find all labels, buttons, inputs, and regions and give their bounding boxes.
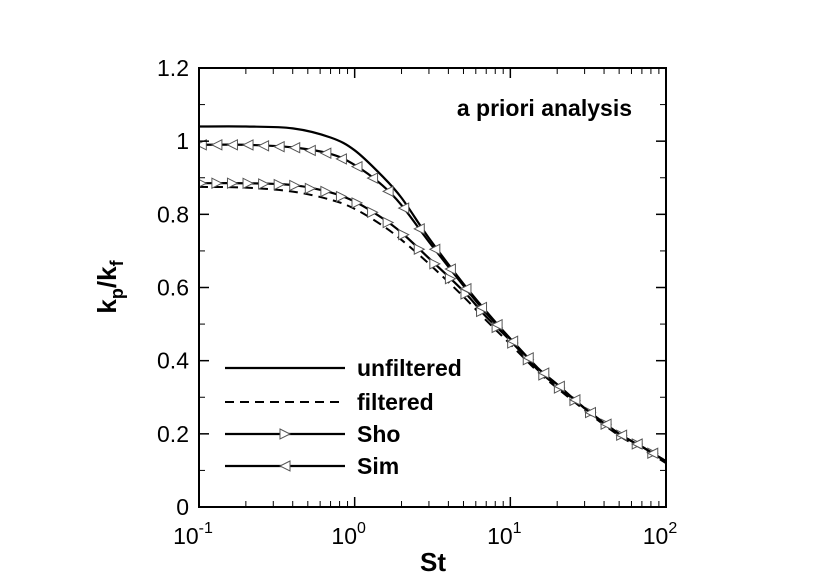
series-marker-Sho [382, 216, 395, 229]
series-marker-Sim [444, 263, 456, 275]
series-marker-Sim [631, 438, 643, 450]
series-Sim-group [199, 139, 666, 463]
labels-layer: 00.20.40.60.811.210-1 100 101 102 [157, 55, 677, 549]
y-axis-title-k1: k [92, 299, 122, 314]
series-marker-Sim [646, 447, 659, 460]
series-marker-Sho [289, 179, 301, 192]
series-marker-Sim [210, 139, 223, 151]
series-line-filtered [199, 185, 666, 464]
series-marker-Sim [490, 318, 503, 331]
series-marker-Sho [367, 206, 379, 219]
series-marker-Sim [199, 139, 207, 151]
x-tick-label-exponent: 2 [668, 520, 677, 537]
y-axis-title-k2: k [92, 266, 122, 281]
x-tick-label-exponent: -1 [199, 520, 213, 537]
x-tick-label: 102 [643, 520, 678, 549]
series-marker-Sho [429, 258, 441, 270]
x-tick-label: 101 [487, 520, 522, 549]
y-axis-title-sub-p: p [107, 288, 127, 299]
series-layer [199, 125, 666, 464]
series-Sho-group [199, 177, 666, 463]
x-tick-label-base: 10 [331, 523, 357, 549]
series-marker-Sim [288, 141, 301, 154]
plot-frame [198, 67, 667, 508]
y-axis-title-slash: / [92, 281, 122, 288]
y-tick-label: 0.8 [157, 201, 189, 227]
series-marker-Sim [568, 394, 581, 406]
series-marker-Sho [413, 243, 426, 256]
legend-item-Sim: Sim [225, 453, 399, 479]
legend-label: Sim [357, 453, 399, 479]
series-marker-Sho [226, 177, 239, 190]
series-marker-Sim [226, 139, 238, 151]
series-marker-Sho [211, 177, 224, 190]
x-tick-label-base: 10 [173, 523, 199, 549]
legend-label: filtered [357, 389, 434, 415]
series-marker-Sho [398, 228, 410, 241]
series-marker-Sim [459, 282, 472, 295]
y-tick-label: 0.4 [157, 348, 189, 374]
x-tick-label: 100 [331, 520, 366, 549]
series-marker-Sim [319, 147, 332, 159]
legend: unfiltered filtered Sho Sim [225, 355, 462, 479]
series-marker-Sho [304, 182, 317, 195]
series-marker-Sim [413, 223, 425, 235]
y-axis-title: kp/kf [92, 259, 127, 313]
x-axis-title: St [420, 547, 446, 577]
series-marker-Sim [241, 139, 254, 151]
ticks-layer [198, 67, 667, 508]
series-marker-Sim [599, 418, 612, 430]
x-tick-label-exponent: 1 [513, 520, 522, 537]
y-tick-label: 0.2 [157, 421, 189, 447]
y-tick-label: 0.6 [157, 275, 189, 301]
series-marker-Sim [304, 144, 316, 157]
series-marker-Sho [320, 185, 332, 198]
y-tick-label: 1 [176, 128, 189, 154]
series-marker-Sim [537, 367, 550, 379]
series-marker-Sim [273, 140, 285, 153]
series-filtered-group [199, 185, 666, 464]
legend-item-unfiltered: unfiltered [225, 355, 462, 381]
y-tick-label: 0 [176, 494, 189, 520]
series-marker-Sho [273, 178, 286, 191]
series-marker-Sho [242, 177, 255, 190]
series-marker-Sim [397, 202, 410, 214]
series-marker-Sim [475, 301, 488, 314]
series-marker-Sho [258, 178, 270, 190]
series-marker-Sho [199, 179, 208, 188]
series-marker-Sho [335, 190, 348, 203]
legend-item-filtered: filtered [225, 389, 434, 415]
series-marker-Sim [335, 153, 347, 165]
legend-label: Sho [357, 421, 400, 447]
series-marker-Sim [350, 160, 363, 173]
x-tick-label-base: 10 [643, 523, 669, 549]
x-tick-label-base: 10 [487, 523, 513, 549]
series-marker-Sim [553, 380, 565, 393]
series-marker-Sho [351, 197, 364, 209]
x-tick-label-exponent: 0 [357, 520, 366, 537]
series-marker-Sim [428, 243, 441, 256]
annotation-text: a priori analysis [457, 95, 632, 121]
legend-swatch-marker [278, 460, 291, 472]
legend-label: unfiltered [357, 355, 462, 381]
series-line-Sho [199, 182, 666, 463]
series-marker-Sho [444, 272, 457, 285]
x-tick-label: 10-1 [173, 520, 213, 549]
series-marker-Sim [615, 429, 628, 442]
series-marker-Sim [506, 335, 519, 348]
series-marker-Sim [522, 352, 534, 364]
y-axis-title-sub-f: f [107, 259, 127, 266]
series-marker-Sim [257, 139, 270, 152]
legend-swatch-marker [279, 428, 292, 440]
series-marker-Sim [382, 185, 394, 198]
legend-item-Sho: Sho [225, 421, 400, 447]
series-marker-Sim [366, 172, 379, 184]
y-tick-label: 1.2 [157, 55, 189, 81]
series-marker-Sim [584, 406, 597, 419]
